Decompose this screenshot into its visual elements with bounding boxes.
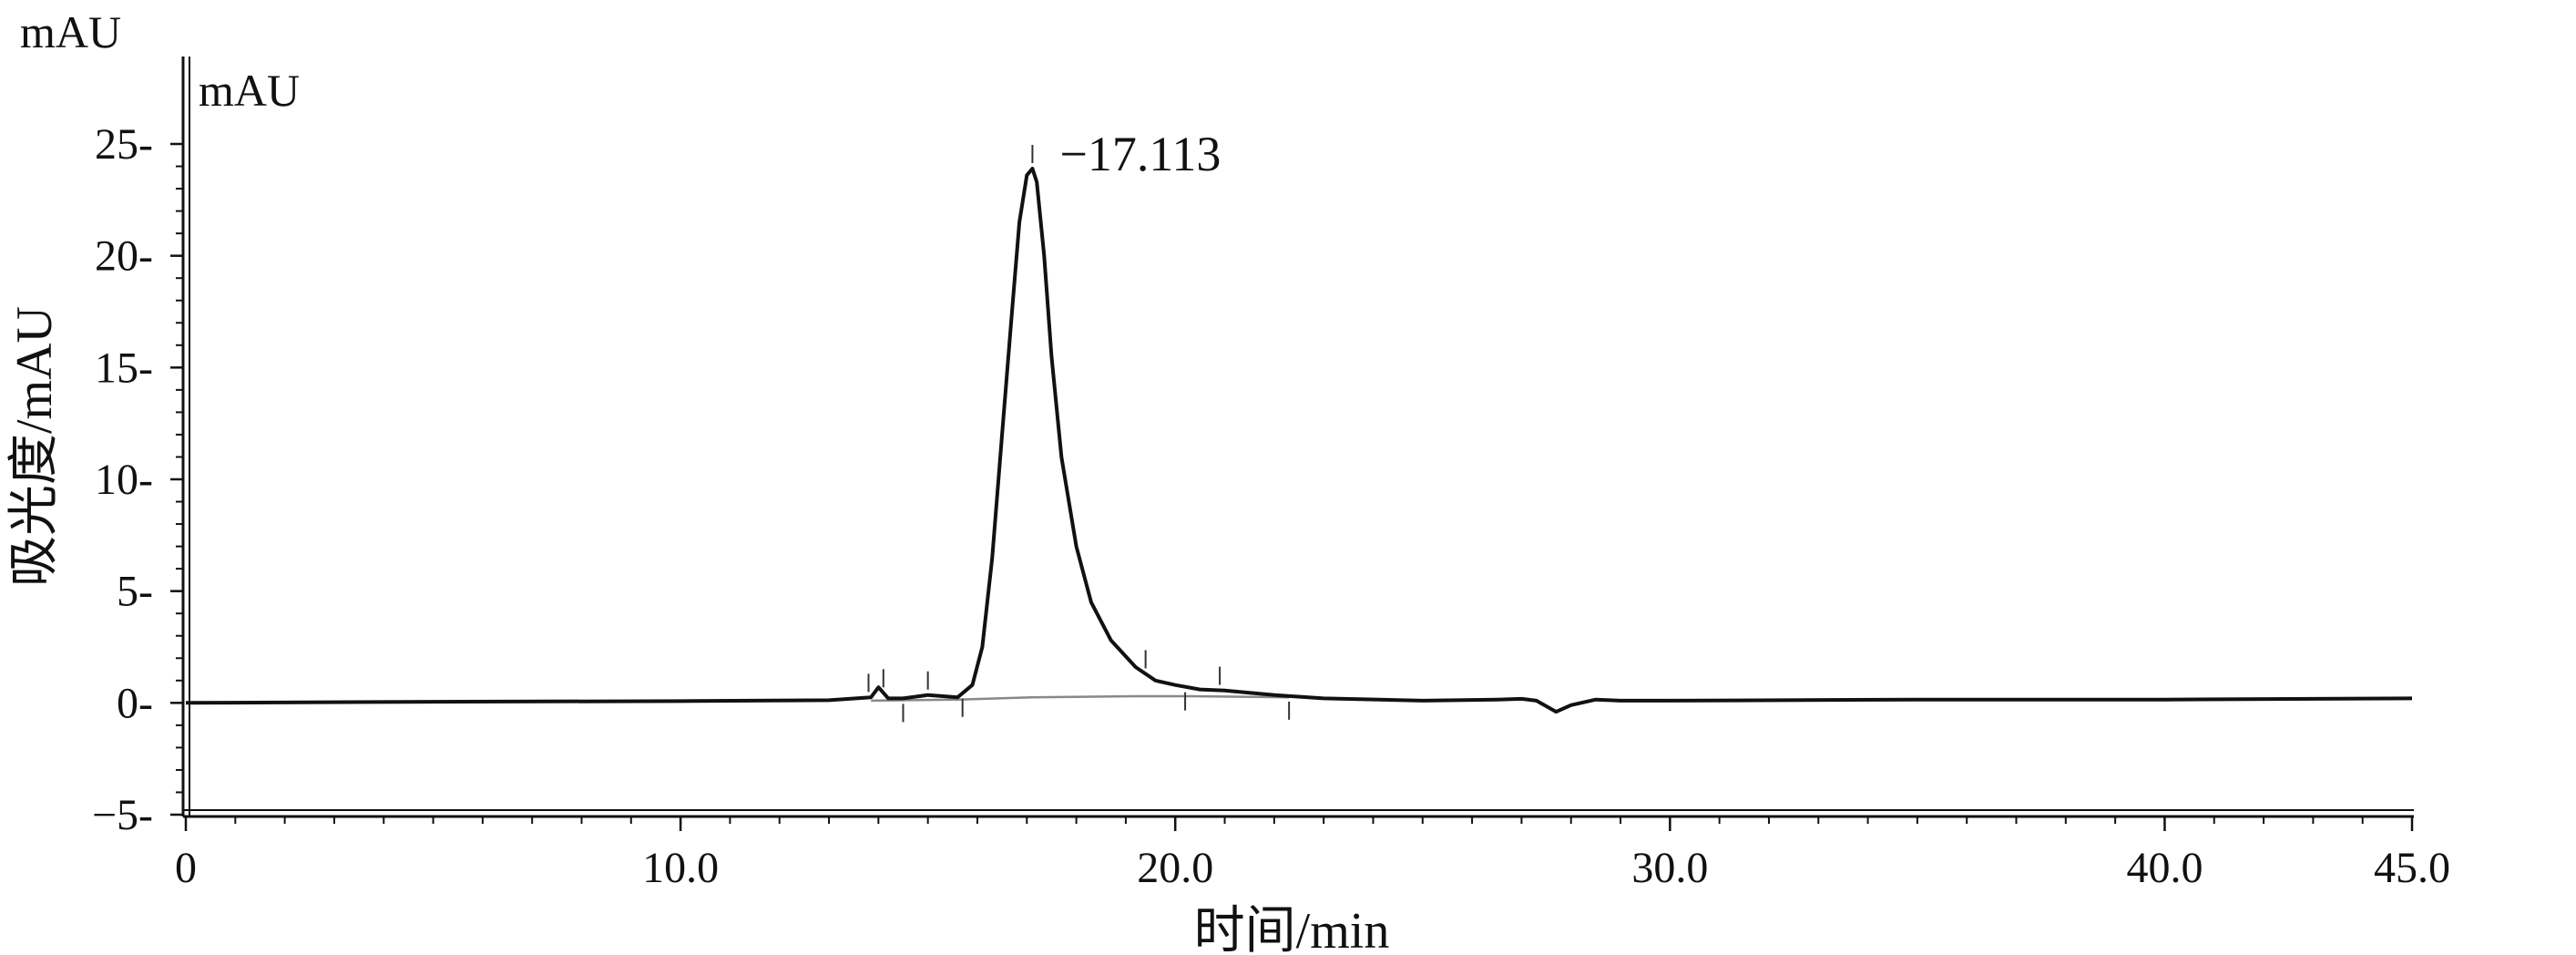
y-tick-label: 0-: [117, 679, 153, 727]
x-tick-label: 10.0: [642, 844, 719, 892]
outer-unit-label: mAU: [20, 6, 121, 57]
x-ticks: 0 10.0 20.0 30.0 40.0 45.0: [175, 816, 2450, 892]
y-tick-label: 10-: [95, 456, 153, 504]
x-tick-label: 30.0: [1631, 844, 1708, 892]
x-tick-label: 45.0: [2374, 844, 2450, 892]
integration-baseline: [871, 694, 1290, 703]
inner-unit-label: mAU: [199, 65, 300, 116]
peak-label: −17.113: [1059, 127, 1221, 181]
y-tick-label: 15-: [95, 344, 153, 392]
y-tick-label: 25-: [95, 120, 153, 169]
y-axis-title: 吸光度/mAU: [6, 306, 63, 587]
x-minor-ticks: [185, 816, 2413, 824]
peak-annotations: −17.113: [1059, 127, 1221, 181]
y-tick-label: −5-: [92, 791, 153, 839]
x-tick-label: 0: [175, 844, 197, 892]
y-tick-label: 20-: [95, 232, 153, 281]
chromatogram-trace: [185, 167, 2413, 714]
x-tick-label: 20.0: [1137, 844, 1213, 892]
integration-marks: [867, 144, 1291, 723]
baseline-line: [871, 694, 1290, 703]
y-tick-label: 5-: [117, 568, 153, 616]
x-tick-label: 40.0: [2126, 844, 2203, 892]
y-ticks: 25- 20- 15- 10- 5- 0- −5-: [92, 120, 183, 839]
x-axis-title: 时间/min: [1194, 903, 1390, 955]
chromatogram-traces: [185, 167, 2413, 714]
